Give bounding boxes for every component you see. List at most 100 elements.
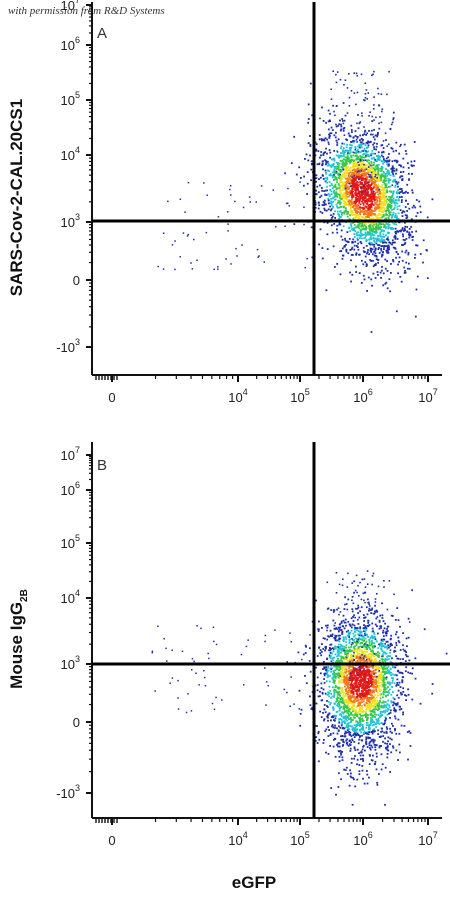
event-dot: [368, 199, 371, 202]
event-dot: [350, 677, 353, 680]
event-dot: [293, 223, 296, 226]
event-dot: [392, 260, 395, 263]
event-dot: [369, 741, 372, 743]
event-dot: [339, 637, 342, 640]
x-tick-label: 104: [228, 387, 247, 405]
event-dot: [377, 193, 380, 196]
event-dot: [179, 256, 181, 258]
event-dot: [345, 172, 348, 174]
event-dot: [350, 772, 352, 775]
event-dot: [336, 668, 338, 670]
event-dot: [395, 159, 398, 162]
event-dot: [355, 152, 358, 154]
event-dot: [315, 149, 318, 152]
event-dot: [333, 150, 336, 152]
event-dot: [370, 694, 372, 696]
event-dot: [347, 744, 350, 747]
event-dot: [361, 173, 363, 175]
event-dot: [359, 230, 362, 233]
event-dot: [347, 191, 350, 194]
event-dot: [328, 181, 331, 183]
event-dot: [371, 120, 374, 122]
event-dot: [398, 230, 401, 232]
event-dot: [353, 163, 356, 165]
event-dot: [380, 245, 383, 248]
event-dot: [365, 141, 368, 144]
event-dot: [357, 176, 360, 179]
event-dot: [345, 249, 348, 252]
event-dot: [364, 255, 367, 258]
event-dot: [354, 682, 357, 684]
event-dot: [387, 736, 390, 739]
event-dot: [414, 206, 417, 209]
event-dot: [340, 735, 342, 738]
event-dot: [332, 163, 335, 166]
event-dot: [382, 239, 385, 241]
event-dot: [358, 195, 360, 198]
event-dot: [372, 197, 375, 200]
event-dot: [373, 129, 375, 131]
event-dot: [395, 732, 398, 735]
event-dot: [366, 190, 369, 193]
event-dot: [346, 722, 349, 725]
event-dot: [361, 237, 363, 240]
event-dot: [372, 210, 375, 212]
event-dot: [386, 713, 389, 716]
event-dot: [364, 688, 367, 691]
event-dot: [358, 202, 361, 204]
event-dot: [382, 140, 385, 142]
event-dot: [358, 234, 361, 237]
event-dot: [348, 718, 350, 721]
event-dot: [398, 152, 401, 155]
event-dot: [377, 172, 380, 175]
event-dot: [388, 178, 391, 181]
event-dot: [358, 223, 361, 225]
event-dot: [359, 159, 362, 162]
event-dot: [388, 231, 390, 234]
event-dot: [366, 177, 368, 179]
event-dot: [400, 280, 403, 283]
event-dot: [334, 653, 337, 656]
event-dot: [305, 153, 308, 156]
event-dot: [359, 668, 361, 670]
event-dot: [343, 143, 346, 145]
event-dot: [364, 181, 367, 184]
event-dot: [351, 211, 353, 214]
event-dot: [353, 736, 356, 738]
event-dot: [386, 260, 388, 262]
event-dot: [372, 259, 374, 262]
event-dot: [338, 630, 340, 633]
event-dot: [351, 680, 353, 683]
event-dot: [380, 238, 383, 240]
event-dot: [326, 189, 329, 192]
event-dot: [355, 210, 357, 212]
event-dot: [376, 238, 379, 241]
event-dot: [408, 659, 411, 662]
y-tick-label: 106: [61, 35, 80, 53]
event-dot: [370, 251, 373, 253]
event-dot: [332, 709, 335, 711]
event-dot: [345, 177, 347, 180]
event-dot: [363, 730, 366, 733]
event-dot: [387, 250, 389, 252]
event-dot: [395, 655, 398, 657]
event-dot: [346, 670, 348, 673]
event-dot: [345, 189, 348, 192]
event-dot: [304, 652, 307, 654]
event-dot: [360, 631, 363, 633]
event-dot: [340, 691, 343, 694]
event-dot: [371, 203, 374, 206]
event-dot: [348, 694, 351, 697]
event-dot: [394, 213, 397, 215]
event-dot: [357, 683, 360, 685]
event-dot: [362, 653, 365, 655]
event-dot: [390, 228, 393, 231]
event-dot: [361, 578, 364, 581]
event-dot: [379, 625, 382, 628]
event-dot: [342, 225, 345, 228]
event-dot: [373, 691, 375, 694]
event-dot: [384, 267, 387, 270]
event-dot: [319, 210, 322, 213]
event-dot: [338, 214, 340, 216]
event-dot: [345, 692, 348, 695]
